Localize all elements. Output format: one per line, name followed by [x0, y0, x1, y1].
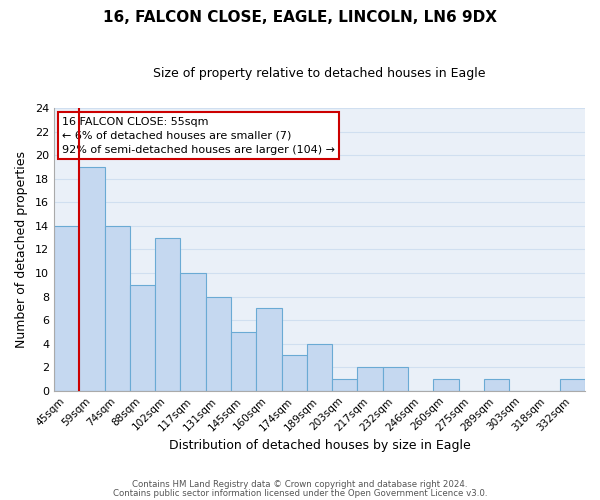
- Text: 16 FALCON CLOSE: 55sqm
← 6% of detached houses are smaller (7)
92% of semi-detac: 16 FALCON CLOSE: 55sqm ← 6% of detached …: [62, 116, 335, 154]
- Title: Size of property relative to detached houses in Eagle: Size of property relative to detached ho…: [153, 68, 486, 80]
- X-axis label: Distribution of detached houses by size in Eagle: Distribution of detached houses by size …: [169, 440, 470, 452]
- Bar: [206, 296, 231, 391]
- Bar: [104, 226, 130, 391]
- Bar: [155, 238, 181, 391]
- Bar: [560, 379, 585, 391]
- Bar: [332, 379, 358, 391]
- Bar: [54, 226, 79, 391]
- Bar: [307, 344, 332, 391]
- Bar: [358, 368, 383, 391]
- Text: Contains HM Land Registry data © Crown copyright and database right 2024.: Contains HM Land Registry data © Crown c…: [132, 480, 468, 489]
- Y-axis label: Number of detached properties: Number of detached properties: [15, 151, 28, 348]
- Bar: [231, 332, 256, 391]
- Bar: [433, 379, 458, 391]
- Text: Contains public sector information licensed under the Open Government Licence v3: Contains public sector information licen…: [113, 488, 487, 498]
- Bar: [256, 308, 281, 391]
- Bar: [484, 379, 509, 391]
- Bar: [79, 167, 104, 391]
- Bar: [281, 356, 307, 391]
- Text: 16, FALCON CLOSE, EAGLE, LINCOLN, LN6 9DX: 16, FALCON CLOSE, EAGLE, LINCOLN, LN6 9D…: [103, 10, 497, 25]
- Bar: [383, 368, 408, 391]
- Bar: [181, 273, 206, 391]
- Bar: [130, 285, 155, 391]
